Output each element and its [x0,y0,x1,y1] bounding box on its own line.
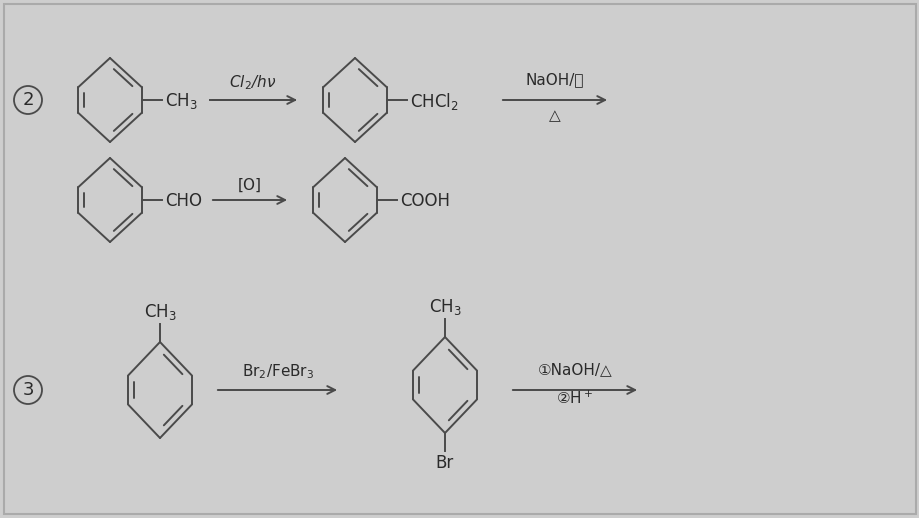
Text: △: △ [549,108,561,123]
Text: COOH: COOH [400,192,449,210]
Text: 3: 3 [22,381,34,399]
Text: CH$_3$: CH$_3$ [428,297,461,317]
Text: 2: 2 [22,91,34,109]
Text: CHO: CHO [165,192,202,210]
Text: Cl$_2$/$h\nu$: Cl$_2$/$h\nu$ [229,74,277,92]
Text: CHCl$_2$: CHCl$_2$ [410,91,459,111]
Text: CH$_3$: CH$_3$ [165,91,198,111]
Text: [O]: [O] [238,178,262,193]
Text: ①NaOH/△: ①NaOH/△ [537,363,612,378]
Text: Br: Br [436,454,454,472]
Text: CH$_3$: CH$_3$ [143,302,176,322]
Text: ②H$^+$: ②H$^+$ [556,390,593,407]
Text: Br$_2$/FeBr$_3$: Br$_2$/FeBr$_3$ [242,363,313,381]
Text: NaOH/水: NaOH/水 [525,73,584,88]
